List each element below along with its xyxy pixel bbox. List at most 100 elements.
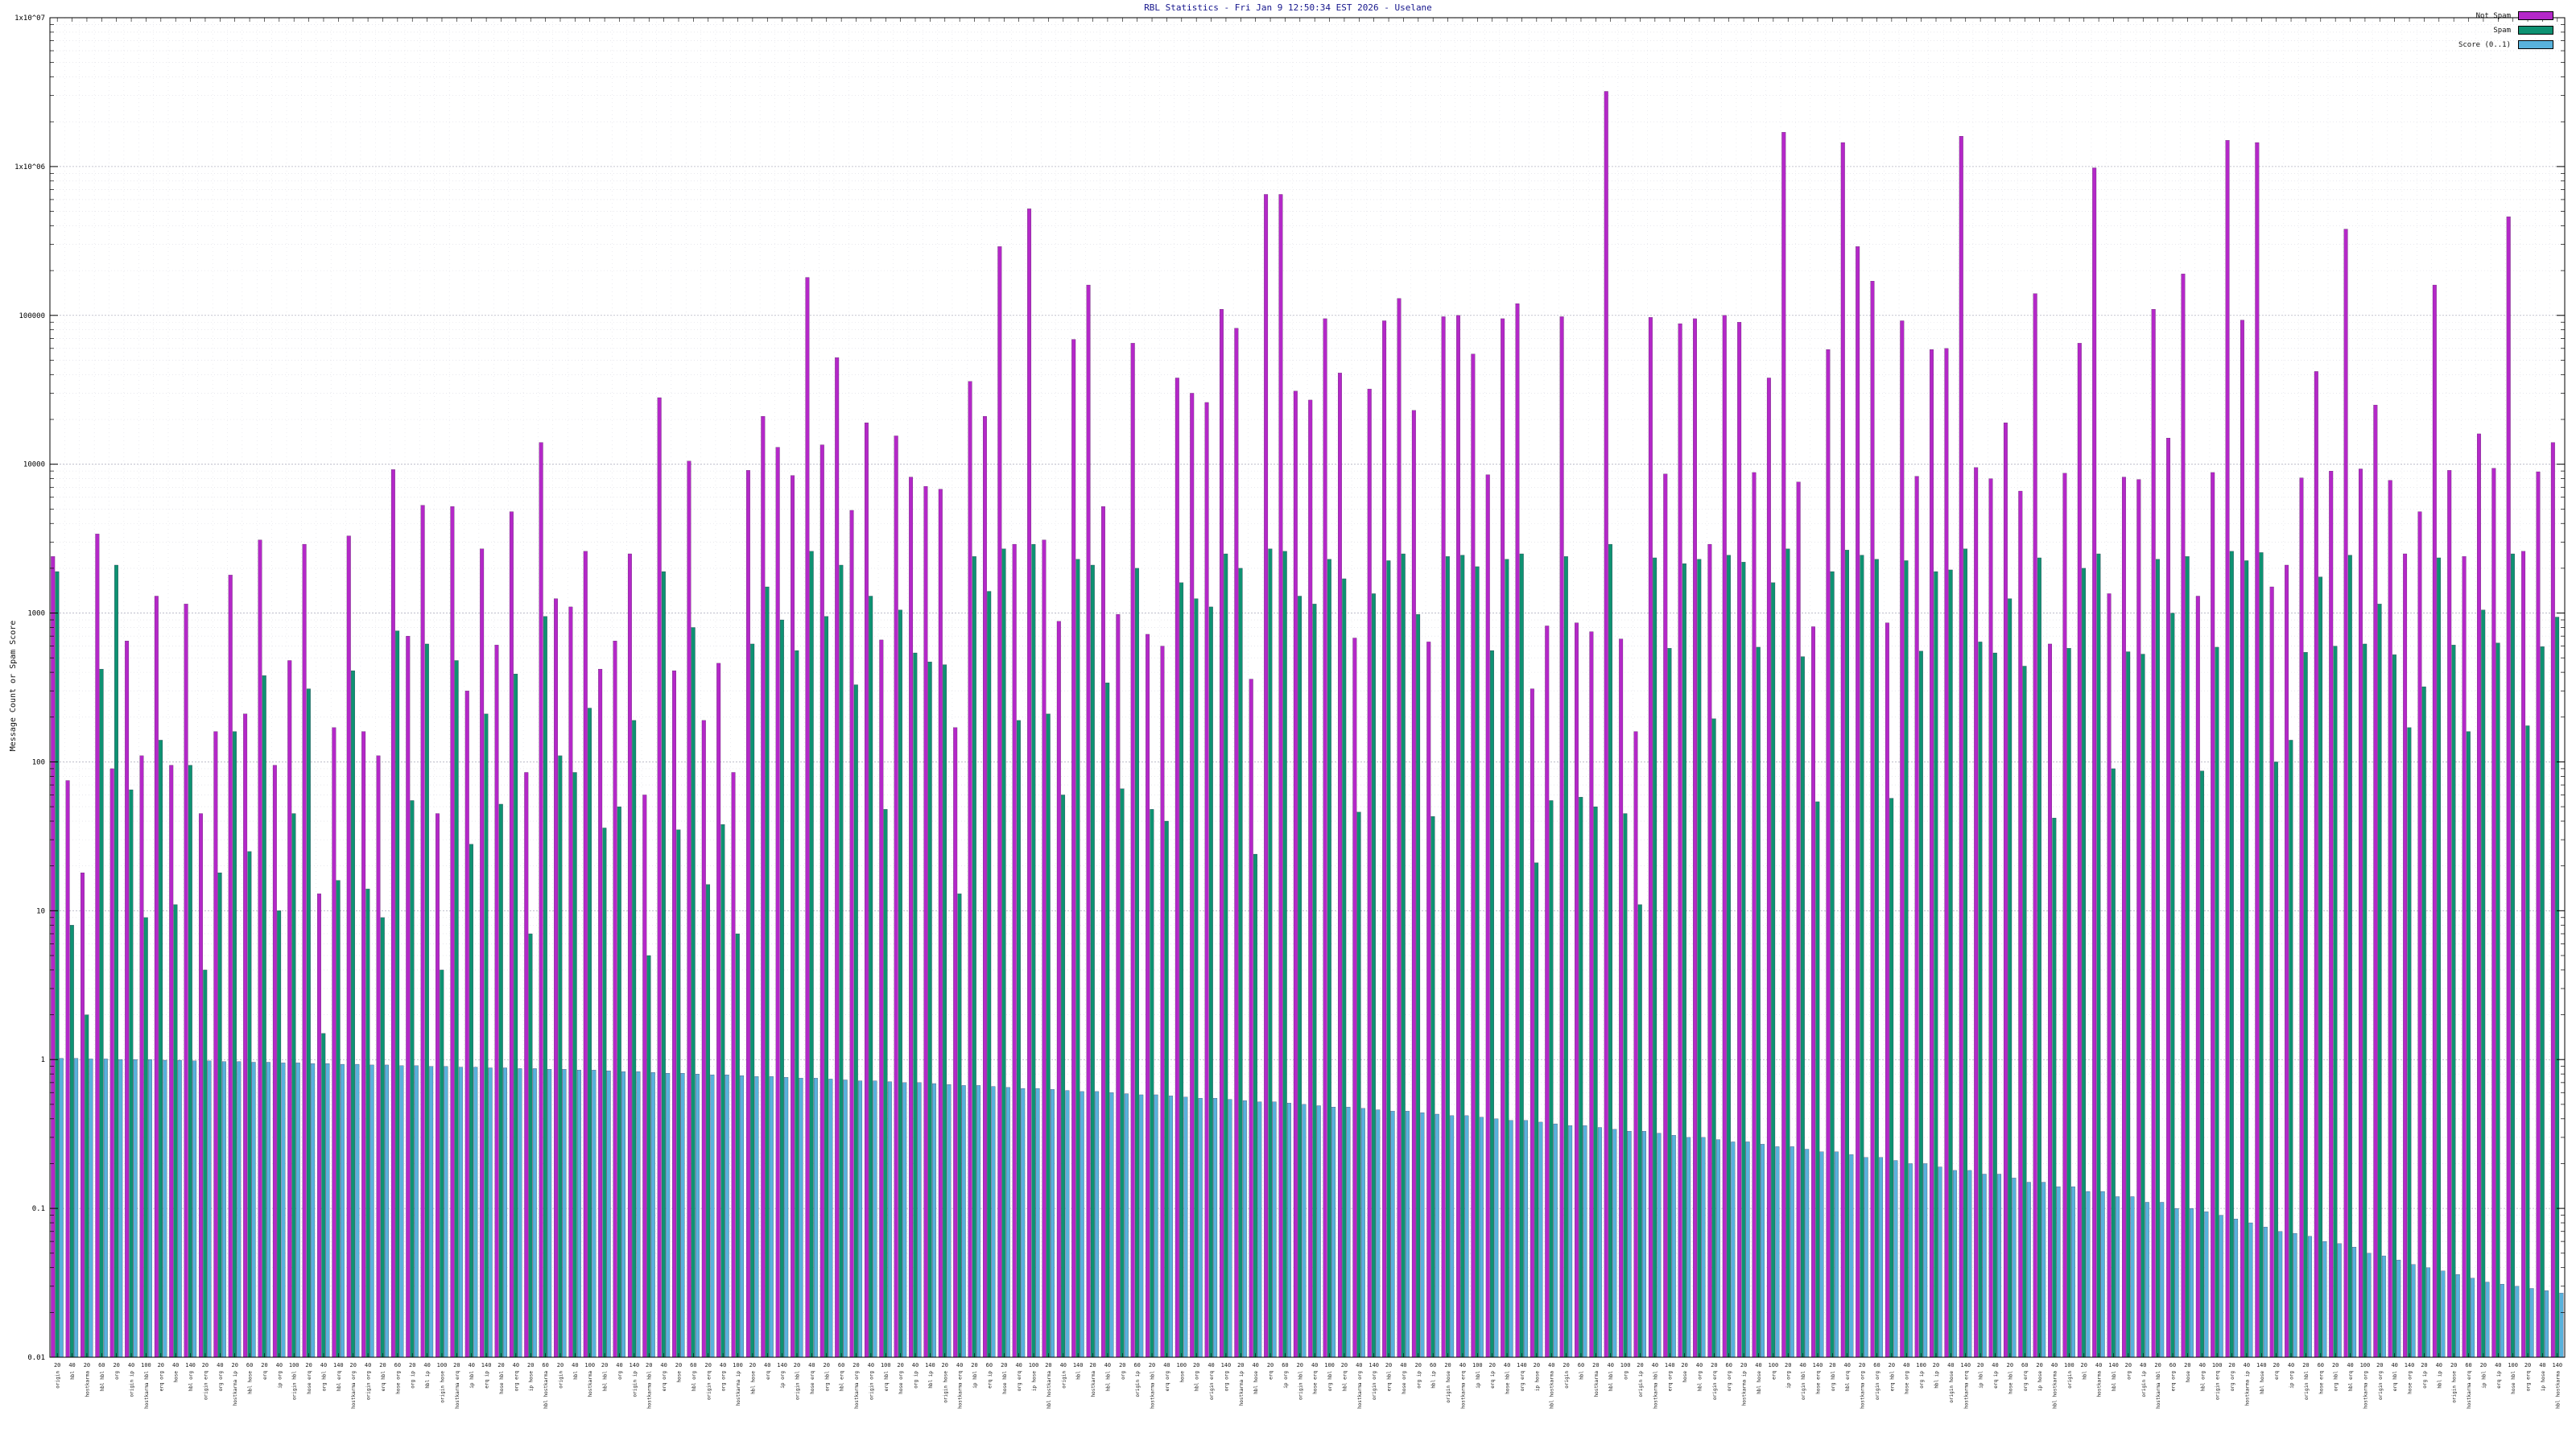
- svg-text:20: 20: [2154, 1362, 2161, 1368]
- svg-text:100: 100: [289, 1362, 299, 1368]
- svg-text:40: 40: [423, 1362, 430, 1368]
- svg-text:hose hbl: hose hbl: [1505, 1371, 1511, 1394]
- svg-text:20: 20: [2302, 1362, 2309, 1368]
- svg-text:origin hbl: origin hbl: [1298, 1371, 1303, 1401]
- svg-text:20: 20: [1681, 1362, 1687, 1368]
- svg-text:ip hose: ip hose: [529, 1371, 535, 1392]
- svg-text:origin hbl: origin hbl: [1801, 1371, 1806, 1401]
- svg-text:40: 40: [276, 1362, 283, 1368]
- svg-text:erq org: erq org: [1668, 1371, 1674, 1392]
- svg-text:hbl org: hbl org: [2200, 1371, 2206, 1392]
- svg-text:20: 20: [2184, 1362, 2190, 1368]
- svg-text:20: 20: [2007, 1362, 2013, 1368]
- svg-text:hbl org: hbl org: [1697, 1371, 1703, 1392]
- svg-text:10000: 10000: [23, 461, 45, 469]
- svg-text:hostkarma hbl: hostkarma hbl: [1150, 1371, 1156, 1409]
- svg-text:20: 20: [1534, 1362, 1540, 1368]
- svg-text:origin ip: origin ip: [632, 1371, 638, 1397]
- svg-text:erq: erq: [766, 1371, 771, 1380]
- svg-text:20: 20: [1785, 1362, 1791, 1368]
- svg-text:20: 20: [852, 1362, 859, 1368]
- svg-text:40: 40: [616, 1362, 622, 1368]
- svg-text:hbl erq: hbl erq: [1342, 1371, 1348, 1392]
- svg-text:20: 20: [1740, 1362, 1747, 1368]
- svg-text:40: 40: [513, 1362, 519, 1368]
- svg-text:10: 10: [36, 907, 45, 915]
- svg-text:org: org: [617, 1371, 623, 1380]
- svg-text:hostkarma: hostkarma: [85, 1371, 90, 1397]
- svg-text:ip hbl: ip hbl: [1476, 1371, 1481, 1389]
- svg-text:ip org: ip org: [1283, 1371, 1289, 1389]
- svg-text:origin erq: origin erq: [203, 1371, 208, 1401]
- svg-text:hostkarma org: hostkarma org: [1357, 1371, 1363, 1409]
- svg-text:60: 60: [2318, 1362, 2324, 1368]
- svg-text:origin hbl: origin hbl: [2304, 1371, 2310, 1401]
- legend-label-not-spam: Not Spam: [2475, 11, 2511, 20]
- svg-text:100: 100: [733, 1362, 743, 1368]
- svg-text:hbl hbl: hbl hbl: [100, 1371, 105, 1392]
- svg-text:20: 20: [646, 1362, 652, 1368]
- svg-text:100: 100: [2212, 1362, 2223, 1368]
- svg-text:hose org: hose org: [395, 1371, 401, 1394]
- svg-text:origin hose: origin hose: [2452, 1371, 2458, 1403]
- svg-text:20: 20: [675, 1362, 682, 1368]
- legend-label-spam: Spam: [2493, 26, 2511, 35]
- svg-text:40: 40: [1208, 1362, 1214, 1368]
- svg-text:20: 20: [794, 1362, 800, 1368]
- svg-text:ip hbl: ip hbl: [469, 1371, 475, 1389]
- chart-title: RBL Statistics - Fri Jan 9 12:50:34 EST …: [1144, 2, 1432, 13]
- svg-text:hostkarma ip: hostkarma ip: [1742, 1371, 1748, 1406]
- svg-text:40: 40: [469, 1362, 475, 1368]
- svg-text:hose erq: hose erq: [1313, 1371, 1319, 1394]
- svg-text:org ip: org ip: [411, 1371, 416, 1389]
- svg-text:40: 40: [2539, 1362, 2545, 1368]
- svg-text:org erq: org erq: [2023, 1371, 2029, 1392]
- svg-text:140: 140: [2405, 1362, 2415, 1368]
- svg-text:origin: origin: [558, 1371, 564, 1389]
- svg-text:hbl ip: hbl ip: [1431, 1371, 1437, 1389]
- svg-text:ip hose: ip hose: [1032, 1371, 1038, 1392]
- svg-text:origin hose: origin hose: [943, 1371, 948, 1403]
- svg-text:org erq: org erq: [1520, 1371, 1525, 1392]
- svg-text:hose org: hose org: [1905, 1371, 1910, 1394]
- svg-text:erq hbl: erq hbl: [2392, 1371, 2398, 1392]
- svg-text:0.01: 0.01: [27, 1354, 45, 1362]
- svg-text:140: 140: [630, 1362, 640, 1368]
- svg-text:ip org: ip org: [1786, 1371, 1792, 1389]
- svg-text:40: 40: [720, 1362, 726, 1368]
- svg-text:40: 40: [764, 1362, 770, 1368]
- svg-text:origin: origin: [56, 1371, 61, 1389]
- svg-text:20: 20: [409, 1362, 415, 1368]
- svg-text:erq org: erq org: [2171, 1371, 2177, 1392]
- svg-text:0.1: 0.1: [32, 1205, 45, 1213]
- svg-text:hostkarma org: hostkarma org: [351, 1371, 357, 1409]
- svg-text:org ip: org ip: [2422, 1371, 2428, 1389]
- svg-text:20: 20: [113, 1362, 119, 1368]
- svg-text:hbl org: hbl org: [188, 1371, 194, 1392]
- svg-text:hose: hose: [677, 1371, 683, 1383]
- svg-text:140: 140: [481, 1362, 492, 1368]
- svg-text:hostkarma org: hostkarma org: [854, 1371, 860, 1409]
- svg-text:erq: erq: [1269, 1371, 1274, 1380]
- svg-text:140: 140: [1368, 1362, 1379, 1368]
- svg-text:hose hbl: hose hbl: [499, 1371, 505, 1394]
- svg-text:20: 20: [158, 1362, 164, 1368]
- svg-text:40: 40: [68, 1362, 75, 1368]
- svg-text:erq hbl: erq hbl: [1889, 1371, 1895, 1392]
- svg-text:20: 20: [749, 1362, 756, 1368]
- svg-text:hostkarma erq: hostkarma erq: [2467, 1371, 2472, 1409]
- svg-text:erq org: erq org: [159, 1371, 164, 1392]
- svg-text:20: 20: [527, 1362, 534, 1368]
- svg-text:40: 40: [172, 1362, 179, 1368]
- svg-text:hbl hose: hbl hose: [750, 1371, 756, 1394]
- svg-text:100: 100: [1769, 1362, 1779, 1368]
- svg-text:60: 60: [1873, 1362, 1880, 1368]
- svg-text:140: 140: [2108, 1362, 2119, 1368]
- svg-text:20: 20: [1711, 1362, 1717, 1368]
- svg-text:hose org: hose org: [2408, 1371, 2413, 1394]
- svg-text:20: 20: [1045, 1362, 1051, 1368]
- svg-text:origin org: origin org: [1372, 1371, 1377, 1401]
- svg-text:ip hose: ip hose: [2037, 1371, 2043, 1392]
